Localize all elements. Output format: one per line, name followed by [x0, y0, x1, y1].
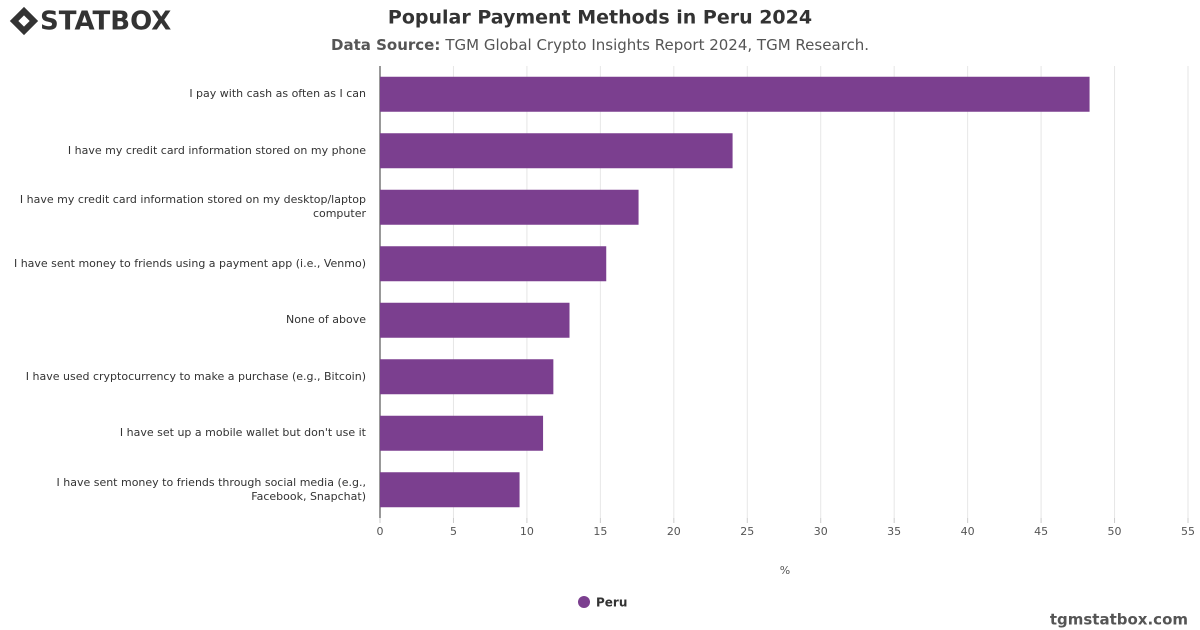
logo-icon-inner: [18, 15, 30, 27]
chart-title: Popular Payment Methods in Peru 2024: [388, 7, 812, 29]
bar: [380, 133, 733, 169]
chart-subtitle: Data Source: TGM Global Crypto Insights R…: [331, 36, 869, 54]
x-tick-label: 50: [1108, 525, 1122, 538]
x-tick-label: 40: [961, 525, 975, 538]
x-tick-label: 20: [667, 525, 681, 538]
logo-text: STATBOX: [40, 7, 171, 37]
legend-marker: [578, 596, 590, 608]
x-tick-label: 10: [520, 525, 534, 538]
bar: [380, 359, 554, 395]
x-tick-label: 15: [593, 525, 607, 538]
y-tick-label: I have my credit card information stored…: [19, 193, 366, 221]
subtitle-text: TGM Global Crypto Insights Report 2024, …: [444, 36, 869, 54]
bar: [380, 415, 544, 451]
bar: [380, 472, 520, 508]
x-tick-label: 30: [814, 525, 828, 538]
y-tick-label: None of above: [285, 313, 366, 327]
y-tick-label: I pay with cash as often as I can: [189, 87, 366, 101]
logo: STATBOX: [9, 7, 171, 37]
legend-label: Peru: [596, 596, 627, 610]
x-tick-label: 0: [377, 525, 384, 538]
bar: [380, 76, 1090, 112]
y-tick-label: I have set up a mobile wallet but don't …: [119, 426, 366, 440]
y-tick-label: I have sent money to friends using a pay…: [13, 256, 366, 270]
x-tick-label: 25: [740, 525, 754, 538]
y-tick-label: I have used cryptocurrency to make a pur…: [25, 369, 366, 383]
x-tick-label: 5: [450, 525, 457, 538]
y-tick-label: I have sent money to friends through soc…: [56, 475, 366, 503]
x-axis-label: %: [780, 564, 790, 577]
x-tick-label: 55: [1181, 525, 1195, 538]
x-tick-label: 45: [1034, 525, 1048, 538]
subtitle-label: Data Source:: [331, 36, 440, 54]
footer: tgmstatbox.com: [1050, 611, 1188, 629]
bar: [380, 302, 570, 338]
bar: [380, 189, 639, 225]
x-tick-label: 35: [887, 525, 901, 538]
bar: [380, 246, 607, 282]
y-tick-label: I have my credit card information stored…: [67, 143, 366, 157]
